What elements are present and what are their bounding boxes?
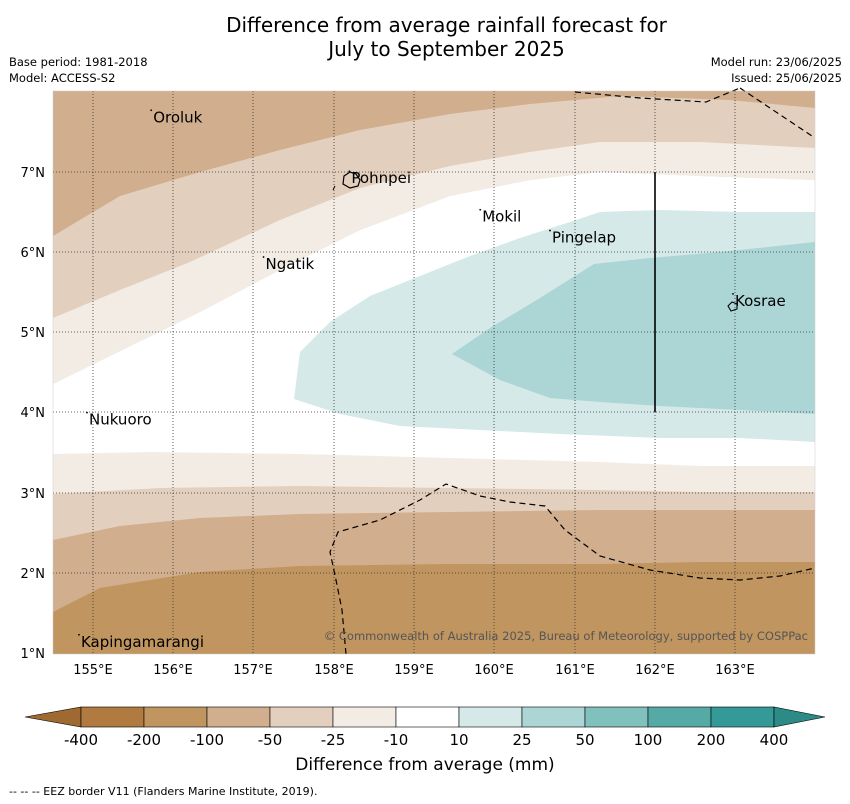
- colorbar-segment: [647, 706, 712, 728]
- colorbar-tick-label: -100: [190, 731, 224, 749]
- colorbar-tick-label: -25: [321, 731, 346, 749]
- lon-tick-label: 160°E: [474, 663, 514, 678]
- colorbar-high-extension: [773, 706, 826, 728]
- place-label-pohnpei: Pohnpei: [351, 169, 411, 187]
- colorbar-segment: [143, 706, 208, 728]
- colorbar-tick-label: 10: [449, 731, 468, 749]
- model-name: Model: ACCESS-S2: [9, 71, 116, 85]
- colorbar-segment: [710, 706, 775, 728]
- eez-borders: [329, 87, 816, 655]
- meta-left: Base period: 1981-2018 Model: ACCESS-S2: [9, 54, 148, 86]
- eez-footnote: -- -- -- EEZ border V11 (Flanders Marine…: [9, 785, 318, 798]
- lon-tick-label: 157°E: [233, 663, 273, 678]
- pohnpei-island: [342, 171, 361, 189]
- colorbar-segment: [332, 706, 397, 728]
- pohnpei-atoll-mark: [332, 185, 336, 191]
- title-line-1: Difference from average rainfall forecas…: [226, 13, 667, 37]
- colorbar-segment: [206, 706, 271, 728]
- colorbar-tick-label: -50: [258, 731, 283, 749]
- lat-tick-label: 4°N: [21, 406, 46, 421]
- model-run: Model run: 23/06/2025: [710, 55, 842, 69]
- issued-date: Issued: 25/06/2025: [731, 71, 842, 85]
- colorbar-tick-label: -10: [384, 731, 409, 749]
- colorbar-segment: [584, 706, 649, 728]
- colorbar-tick-label: 50: [575, 731, 594, 749]
- lat-tick-label: 7°N: [21, 166, 46, 181]
- place-labels: Oroluk Pohnpei Mokil Pingelap Ngatik Kosrae Nu…: [78, 108, 786, 651]
- place-label-mokil: Mokil: [482, 208, 521, 226]
- place-marker: [549, 229, 551, 232]
- band-plus-25: [452, 242, 815, 414]
- map-title: Difference from average rainfall forecas…: [0, 13, 850, 61]
- eez-border-north: [574, 87, 813, 137]
- plot-frame: [52, 90, 816, 655]
- place-label-nukuoro: Nukuoro: [89, 411, 152, 429]
- place-label-pingelap: Pingelap: [552, 229, 616, 247]
- place-marker: [78, 633, 80, 636]
- lon-tick-label: 163°E: [715, 663, 755, 678]
- colorbar-title: Difference from average (mm): [295, 755, 555, 775]
- colorbar-tick-label: -200: [127, 731, 161, 749]
- colorbar-tick-label: 100: [634, 731, 663, 749]
- colorbar-tick-label: 400: [760, 731, 789, 749]
- eez-border-south: [329, 483, 816, 655]
- place-marker: [262, 256, 265, 258]
- lon-tick-label: 159°E: [394, 663, 434, 678]
- lon-tick-label: 156°E: [153, 663, 193, 678]
- colorbar-segment: [269, 706, 334, 728]
- colorbar-segment: [521, 706, 586, 728]
- lat-tick-label: 5°N: [21, 326, 46, 341]
- lon-tick-label: 155°E: [73, 663, 113, 678]
- colorbar-low-extension: [24, 706, 82, 728]
- place-marker: [86, 411, 88, 414]
- longitude-labels: 155°E 156°E 157°E 158°E 159°E 160°E 161°…: [73, 663, 755, 678]
- kosrae-island: [727, 301, 738, 312]
- place-marker: [348, 170, 351, 173]
- place-marker: [732, 293, 734, 295]
- place-label-kapingamarangi: Kapingamarangi: [81, 633, 204, 651]
- rainfall-contours: [53, 91, 815, 654]
- lon-tick-label: 161°E: [555, 663, 595, 678]
- meta-right: Model run: 23/06/2025 Issued: 25/06/2025: [711, 54, 842, 86]
- place-label-ngatik: Ngatik: [266, 255, 315, 273]
- place-marker: [479, 208, 482, 211]
- lon-tick-label: 162°E: [635, 663, 675, 678]
- base-period: Base period: 1981-2018: [9, 55, 148, 69]
- colorbar-segment: [80, 706, 145, 728]
- colorbar-segment: [458, 706, 523, 728]
- place-marker: [150, 109, 153, 112]
- latitude-labels: 7°N 6°N 5°N 4°N 3°N 2°N 1°N: [21, 166, 46, 662]
- copyright-text: © Commonwealth of Australia 2025, Bureau…: [324, 629, 808, 643]
- band-minus-100-north: [53, 91, 815, 236]
- colorbar-tick-label: 25: [512, 731, 531, 749]
- lat-tick-label: 3°N: [21, 487, 46, 502]
- colorbar: -400 -200 -100 -50 -25 -10 10 25 50 100 200 400: [24, 706, 826, 749]
- place-label-kosrae: Kosrae: [735, 292, 786, 310]
- lon-tick-label: 158°E: [314, 663, 354, 678]
- lat-tick-label: 2°N: [21, 567, 46, 582]
- graticule: [53, 91, 815, 654]
- lat-tick-label: 6°N: [21, 246, 46, 261]
- place-label-oroluk: Oroluk: [153, 108, 202, 126]
- band-minus-100-south: [53, 562, 815, 654]
- colorbar-segment: [395, 706, 460, 728]
- title-line-2: July to September 2025: [328, 37, 565, 61]
- colorbar-tick-label: -400: [64, 731, 98, 749]
- colorbar-tick-label: 200: [697, 731, 726, 749]
- lat-tick-label: 1°N: [21, 647, 46, 662]
